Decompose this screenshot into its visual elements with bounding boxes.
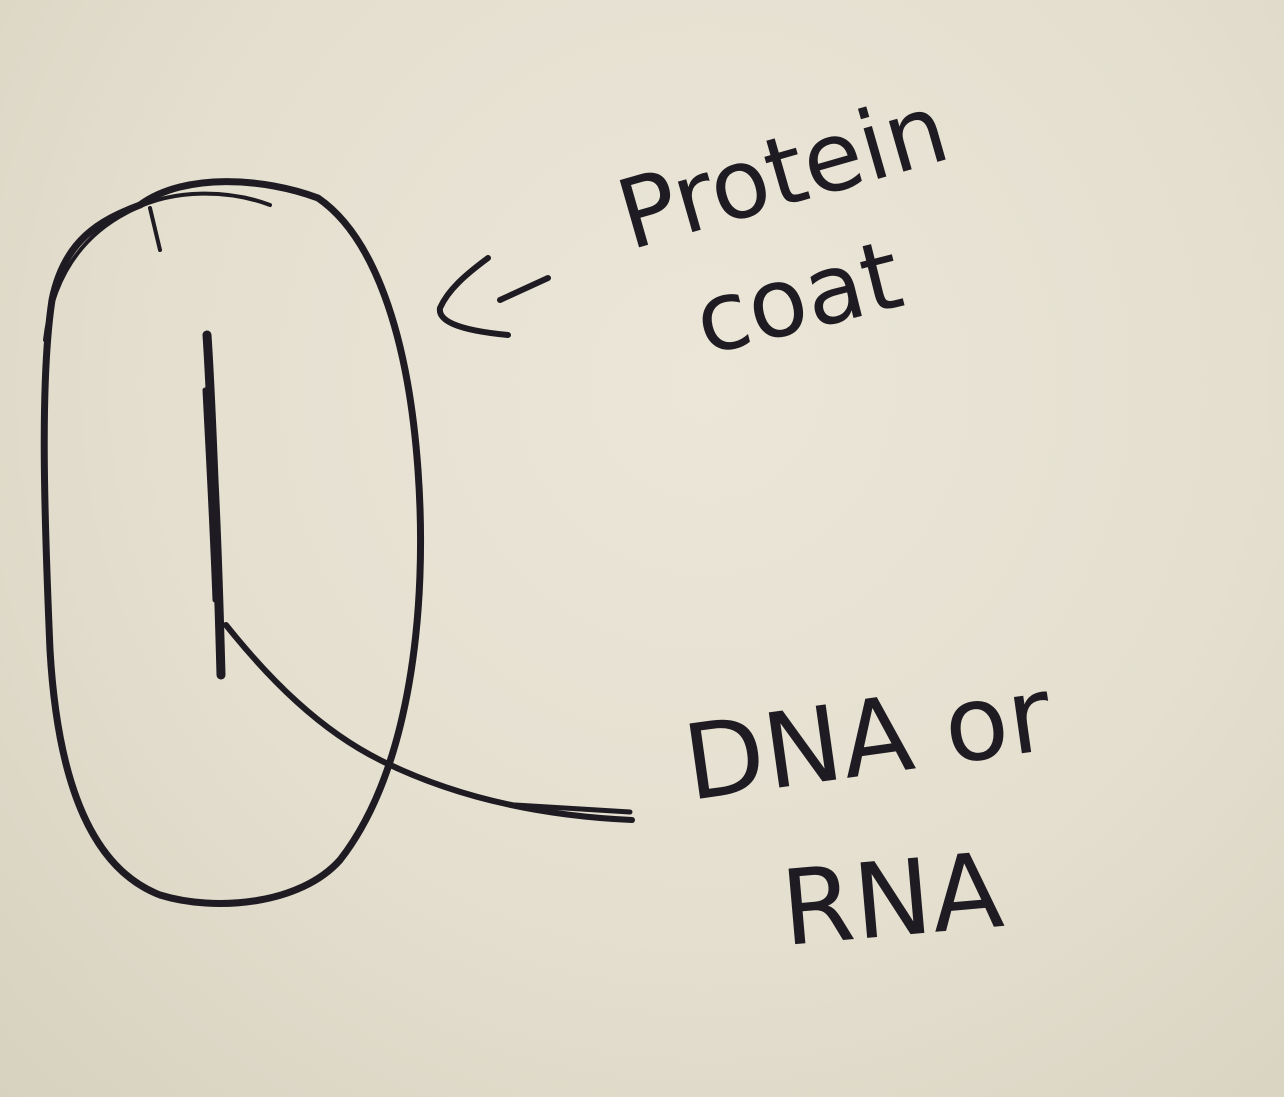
nucleic-acid-strand [202, 330, 226, 680]
nucleic-acid-strand-overstroke [202, 387, 218, 603]
nucleic-acid-label: DNA or RNA [677, 653, 1059, 970]
protein-coat-arrow-shaft [497, 275, 551, 303]
protein-coat-label-line1: Protein [605, 72, 959, 272]
protein-coat-tick-mark [148, 206, 162, 252]
protein-coat-outline-overstroke [43, 191, 272, 342]
nucleic-acid-label-line2: RNA [777, 829, 1008, 970]
protein-coat-label: Protein coat [605, 72, 959, 378]
nucleic-acid-leader-line [223, 622, 635, 823]
nucleic-acid-leader-line-end [512, 802, 633, 815]
nucleic-acid-label-line1: DNA or [677, 653, 1059, 825]
protein-coat-arrow [436, 255, 511, 338]
protein-coat-outline [40, 178, 425, 907]
